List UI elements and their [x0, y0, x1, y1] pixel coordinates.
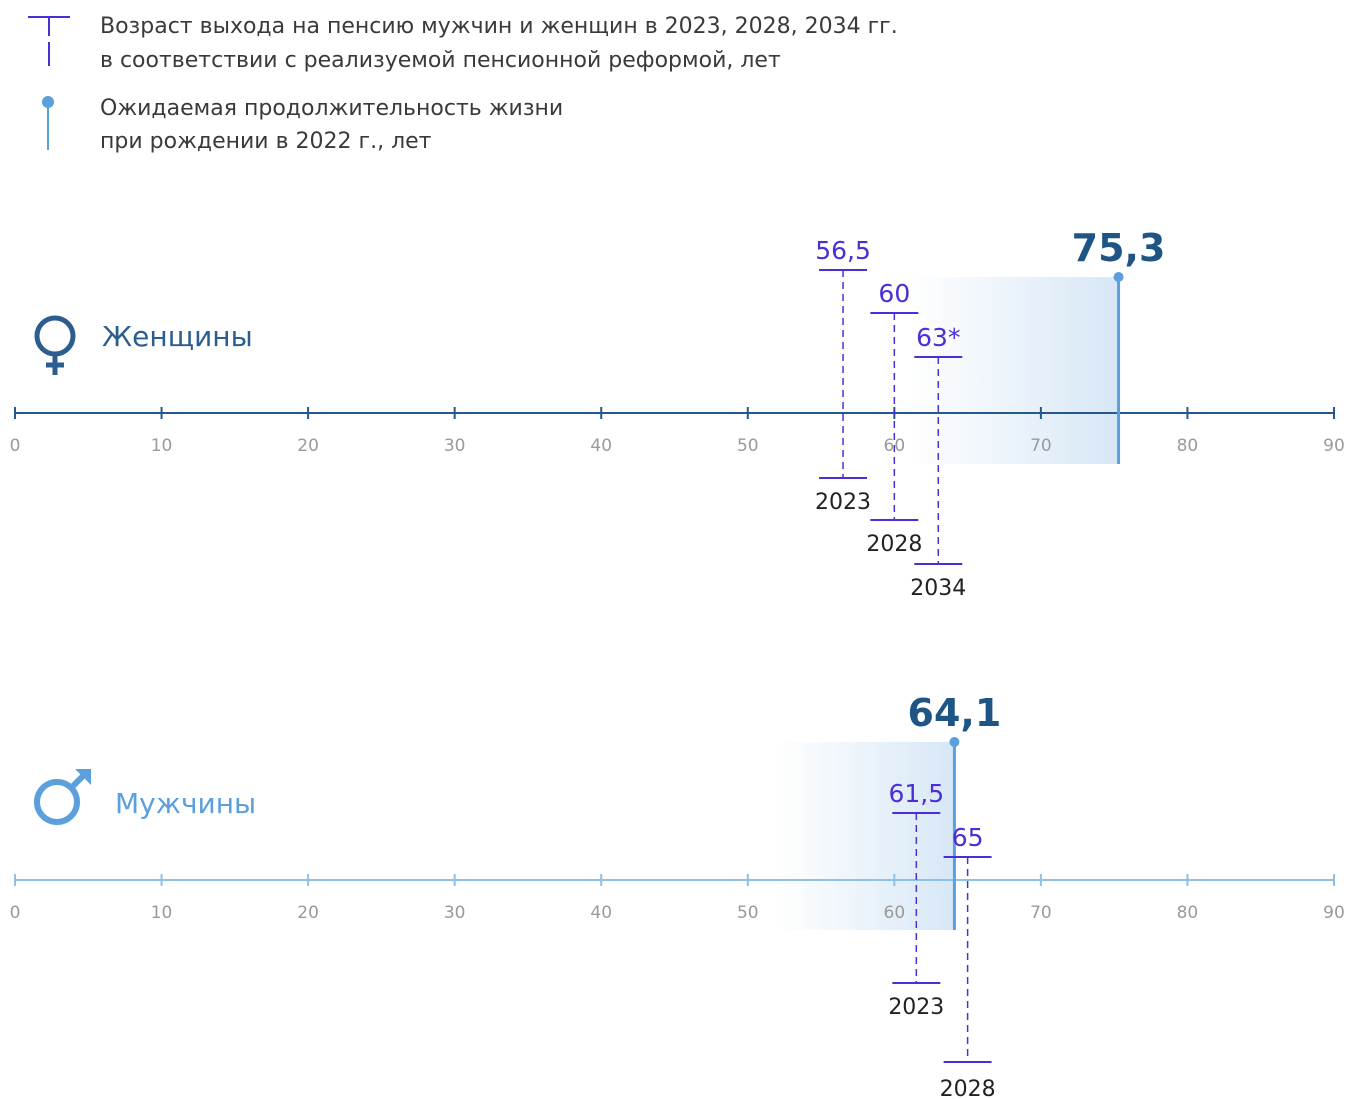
retirement-year: 2023 — [888, 995, 944, 1020]
x-tick-label: 50 — [737, 903, 759, 923]
x-tick-label: 80 — [1177, 903, 1199, 923]
life-expectancy-value: 75,3 — [1072, 226, 1166, 270]
retirement-year: 2034 — [910, 576, 966, 601]
retirement-legend-line2: в соответствии с реализуемой пенсионной … — [100, 48, 781, 73]
life-expectancy-legend-icon — [42, 96, 54, 150]
x-tick-label: 50 — [737, 436, 759, 456]
women-label: Женщины — [102, 320, 253, 353]
retirement-year: 2028 — [866, 532, 922, 557]
men-panel: Мужчины 0 10 20 30 40 50 60 70 80 90 64,1 61,5 2023 6… — [10, 691, 1345, 1099]
retirement-legend-line1: Возраст выхода на пенсию мужчин и женщин… — [100, 14, 898, 39]
male-symbol-icon — [34, 769, 91, 825]
x-tick-label: 20 — [297, 903, 319, 923]
x-tick-label: 30 — [444, 436, 466, 456]
retirement-value: 56,5 — [815, 236, 871, 265]
retirement-year: 2023 — [815, 490, 871, 515]
x-tick-label: 40 — [590, 436, 612, 456]
x-tick-label: 60 — [884, 903, 906, 923]
x-tick-label: 20 — [297, 436, 319, 456]
x-tick-label: 30 — [444, 903, 466, 923]
retirement-value: 63* — [916, 323, 960, 352]
life-expectancy-value: 64,1 — [908, 691, 1002, 735]
x-tick-label: 70 — [1030, 436, 1052, 456]
legend: Возраст выхода на пенсию мужчин и женщин… — [28, 14, 898, 154]
life-expectancy-shade — [908, 277, 1119, 464]
x-tick-label: 40 — [590, 903, 612, 923]
retirement-legend-icon — [28, 16, 70, 66]
x-tick-label: 90 — [1323, 903, 1345, 923]
x-tick-label: 80 — [1177, 436, 1199, 456]
men-chart: 0 10 20 30 40 50 60 70 80 90 64,1 61,5 2023 65 2028 — [10, 691, 1345, 1099]
retirement-value: 65 — [952, 823, 984, 852]
retirement-value: 61,5 — [888, 779, 944, 808]
life-expectancy-point — [1113, 272, 1124, 282]
female-symbol-icon — [34, 315, 76, 375]
life-expectancy-legend-line1: Ожидаемая продолжительность жизни — [100, 96, 563, 121]
retirement-value: 60 — [878, 279, 910, 308]
x-tick-label: 90 — [1323, 436, 1345, 456]
x-tick-label: 0 — [10, 436, 21, 456]
men-label: Мужчины — [115, 787, 256, 820]
women-chart: 0 10 20 30 40 50 60 70 80 9075,356,5202360202863*… — [10, 226, 1345, 601]
x-tick-label: 10 — [151, 903, 173, 923]
women-panel: Женщины 0 10 20 30 40 50 60 70 80 90 75,3 56,5 2023 6… — [10, 226, 1345, 601]
retirement-year: 2028 — [940, 1077, 996, 1099]
life-expectancy-point — [949, 737, 960, 747]
x-tick-label: 0 — [10, 903, 21, 923]
life-expectancy-shade — [777, 742, 955, 930]
x-tick-label: 10 — [151, 436, 173, 456]
x-tick-label: 70 — [1030, 903, 1052, 923]
life-expectancy-legend-line2: при рождении в 2022 г., лет — [100, 129, 432, 154]
